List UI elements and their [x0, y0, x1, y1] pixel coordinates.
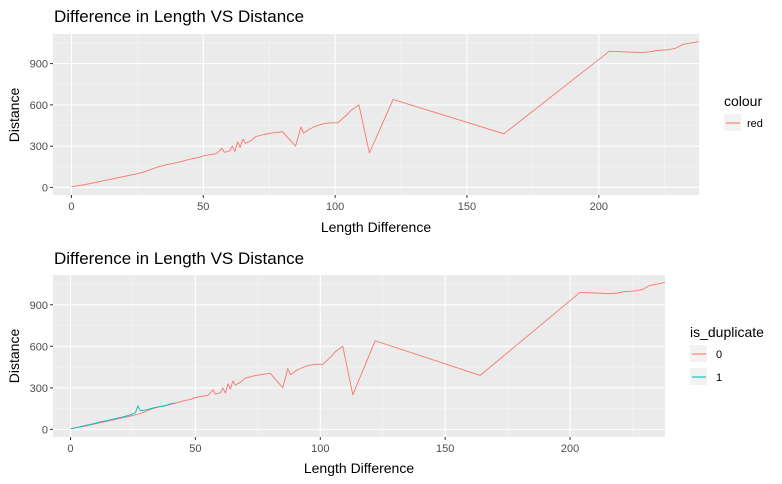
chart-2-legend-title: is_duplicate — [690, 324, 764, 340]
chart-2-y-tick-label: 300 — [30, 383, 48, 395]
chart-1-grid — [53, 34, 699, 195]
chart-1-y-tick-label: 0 — [42, 182, 48, 194]
chart-2-y-tick-label: 900 — [30, 300, 48, 312]
chart-2-series-line-1 — [70, 402, 176, 430]
chart-2: Difference in Length VS Distance 0 50 100 1… — [6, 249, 764, 476]
chart-1-x-tick-label: 200 — [590, 201, 608, 213]
chart-2-x-tick-label: 150 — [436, 443, 454, 455]
chart-2-y-axis-label: Distance — [6, 329, 22, 384]
chart-1-x-tick-label: 50 — [197, 201, 209, 213]
chart-1-series — [71, 41, 700, 188]
chart-2-y-tick-label: 600 — [30, 341, 48, 353]
chart-2-x-tick-label: 0 — [67, 443, 73, 455]
chart-2-legend-label-0: 0 — [716, 349, 722, 361]
chart-1-y-tick-label: 600 — [30, 100, 48, 112]
chart-2-title: Difference in Length VS Distance — [54, 249, 304, 268]
chart-2-x-tick-label: 200 — [561, 443, 579, 455]
chart-2-x-tick-label: 100 — [311, 443, 329, 455]
chart-1-series-line-red — [71, 41, 700, 188]
chart-2-x-axis-label: Length Difference — [304, 460, 414, 476]
chart-2-ticks: 0 50 100 150 200 0 300 600 900 — [30, 300, 580, 455]
chart-1-title: Difference in Length VS Distance — [54, 7, 304, 26]
chart-1-legend-label-0: red — [747, 118, 763, 130]
chart-1-y-tick-label: 300 — [30, 141, 48, 153]
chart-1-x-tick-label: 0 — [68, 201, 74, 213]
chart-1-legend-title: colour — [724, 93, 762, 109]
chart-1-ticks: 0 50 100 150 200 0 300 600 900 — [30, 59, 608, 213]
chart-1-y-tick-label: 900 — [30, 59, 48, 71]
chart-1-legend: colour red — [724, 93, 763, 131]
chart-2-y-tick-label: 0 — [42, 424, 48, 436]
chart-1-panel — [53, 34, 699, 195]
chart-1-y-axis-label: Distance — [6, 88, 22, 143]
chart-2-legend-label-1: 1 — [716, 372, 722, 384]
chart-2-series — [70, 282, 666, 430]
chart-2-panel — [53, 275, 665, 437]
chart-1: Difference in Length VS Distance 0 50 100 1… — [6, 7, 763, 235]
chart-1-x-tick-label: 100 — [326, 201, 344, 213]
chart-1-x-axis-label: Length Difference — [321, 219, 431, 235]
chart-2-x-tick-label: 50 — [189, 443, 201, 455]
chart-2-grid — [53, 275, 665, 437]
chart-2-legend: is_duplicate 0 1 — [690, 324, 764, 385]
chart-1-x-tick-label: 150 — [458, 201, 476, 213]
